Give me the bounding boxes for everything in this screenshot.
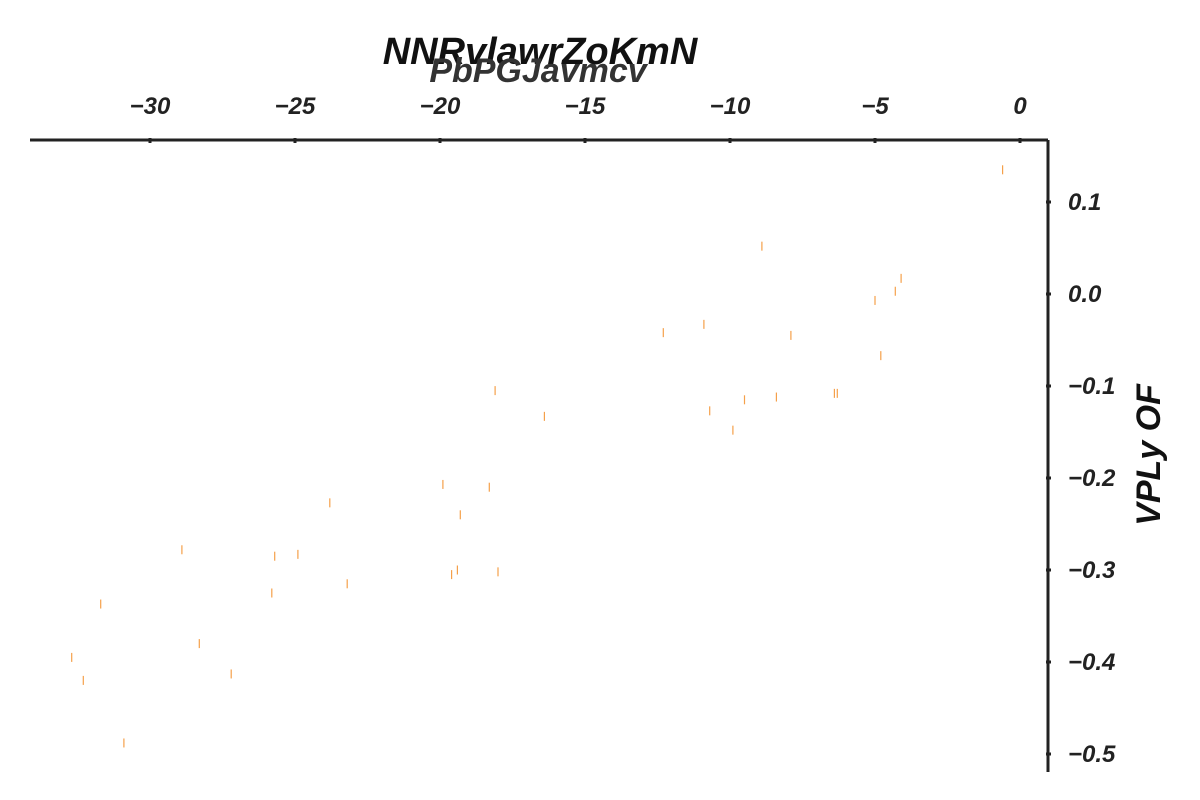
y-axis-ticks: 0.1 0.0 −0.1 −0.2 −0.3 −0.4 −0.5: [1046, 189, 1116, 768]
y-tick-label: −0.2: [1068, 465, 1116, 492]
y-tick-label: 0.0: [1068, 281, 1102, 308]
x-tick-label: −5: [861, 93, 889, 120]
title-group: NNRvlawrZoKmN PbPGJavmcv: [383, 31, 699, 90]
x-tick-label: −20: [420, 93, 461, 120]
y-tick-label: 0.1: [1068, 189, 1101, 216]
y-tick-label: −0.5: [1068, 741, 1116, 768]
x-tick-label: −15: [565, 93, 606, 120]
y-tick-label: −0.3: [1068, 557, 1116, 584]
x-tick-label: 0: [1013, 93, 1027, 120]
x-tick-label: −25: [275, 93, 316, 120]
x-axis-ticks: −30 −25 −20 −15 −10 −5 0: [130, 93, 1027, 143]
x-tick-label: −10: [710, 93, 751, 120]
y-axis-label: VPLy OF: [1130, 383, 1168, 526]
chart-subtitle: PbPGJavmcv: [429, 52, 648, 90]
data-points: [71, 165, 1004, 748]
chart-title: NNRvlawrZoKmN: [383, 31, 699, 73]
y-tick-label: −0.4: [1068, 649, 1115, 676]
x-tick-label: −30: [130, 93, 171, 120]
y-tick-label: −0.1: [1068, 373, 1115, 400]
